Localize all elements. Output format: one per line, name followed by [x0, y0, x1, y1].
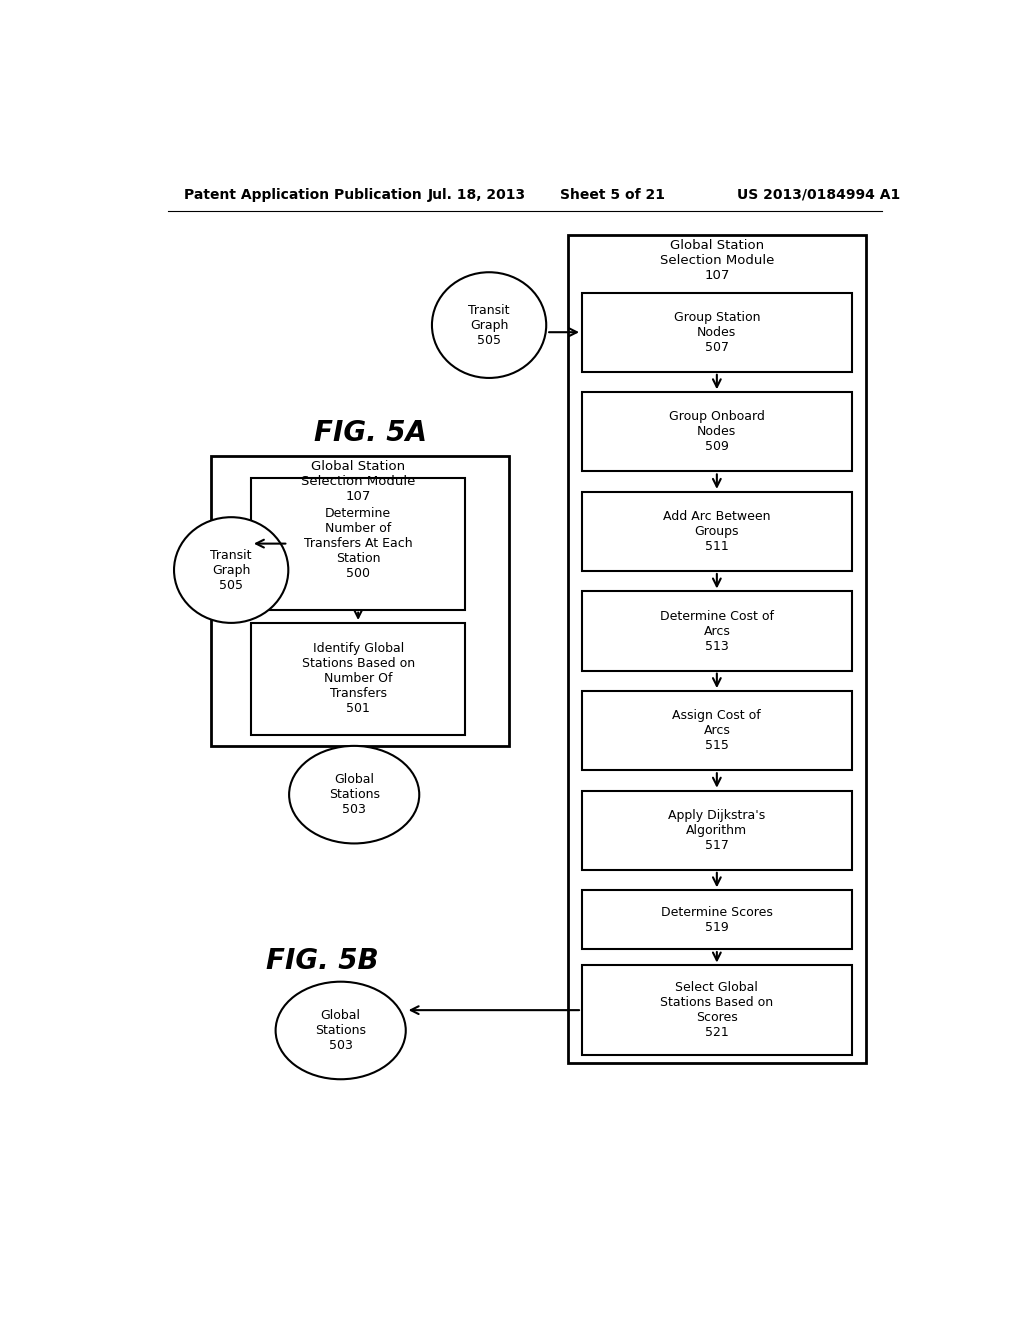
FancyBboxPatch shape: [582, 690, 852, 771]
Ellipse shape: [432, 272, 546, 378]
Text: Jul. 18, 2013: Jul. 18, 2013: [428, 187, 526, 202]
Text: Transit
Graph
505: Transit Graph 505: [468, 304, 510, 347]
Text: Group Station
Nodes
507: Group Station Nodes 507: [674, 310, 760, 354]
FancyBboxPatch shape: [582, 890, 852, 949]
FancyBboxPatch shape: [251, 623, 465, 735]
Text: Select Global
Stations Based on
Scores
521: Select Global Stations Based on Scores 5…: [660, 981, 773, 1039]
Text: Global Station
Selection Module
107: Global Station Selection Module 107: [660, 239, 774, 281]
Text: Determine Scores
519: Determine Scores 519: [660, 906, 773, 933]
Text: Global
Stations
503: Global Stations 503: [329, 774, 380, 816]
FancyBboxPatch shape: [251, 478, 465, 610]
FancyBboxPatch shape: [582, 392, 852, 471]
FancyBboxPatch shape: [568, 235, 866, 1063]
Text: Patent Application Publication: Patent Application Publication: [183, 187, 421, 202]
Ellipse shape: [174, 517, 289, 623]
Ellipse shape: [275, 982, 406, 1080]
Text: Determine Cost of
Arcs
513: Determine Cost of Arcs 513: [659, 610, 774, 652]
Text: Sheet 5 of 21: Sheet 5 of 21: [559, 187, 665, 202]
FancyBboxPatch shape: [582, 791, 852, 870]
Text: Determine
Number of
Transfers At Each
Station
500: Determine Number of Transfers At Each St…: [304, 507, 413, 579]
Text: Global
Stations
503: Global Stations 503: [315, 1008, 367, 1052]
FancyBboxPatch shape: [582, 591, 852, 671]
Text: Identify Global
Stations Based on
Number Of
Transfers
501: Identify Global Stations Based on Number…: [302, 643, 415, 715]
FancyBboxPatch shape: [582, 492, 852, 572]
Ellipse shape: [289, 746, 419, 843]
Text: FIG. 5A: FIG. 5A: [313, 418, 427, 447]
Text: US 2013/0184994 A1: US 2013/0184994 A1: [737, 187, 900, 202]
FancyBboxPatch shape: [582, 293, 852, 372]
FancyBboxPatch shape: [582, 965, 852, 1055]
Text: Apply Dijkstra's
Algorithm
517: Apply Dijkstra's Algorithm 517: [669, 809, 766, 851]
Text: Global Station
Selection Module
107: Global Station Selection Module 107: [301, 461, 416, 503]
Text: Add Arc Between
Groups
511: Add Arc Between Groups 511: [664, 510, 771, 553]
Text: FIG. 5B: FIG. 5B: [266, 948, 379, 975]
Text: Transit
Graph
505: Transit Graph 505: [210, 549, 252, 591]
FancyBboxPatch shape: [211, 457, 509, 746]
Text: Group Onboard
Nodes
509: Group Onboard Nodes 509: [669, 411, 765, 453]
Text: Assign Cost of
Arcs
515: Assign Cost of Arcs 515: [673, 709, 761, 752]
